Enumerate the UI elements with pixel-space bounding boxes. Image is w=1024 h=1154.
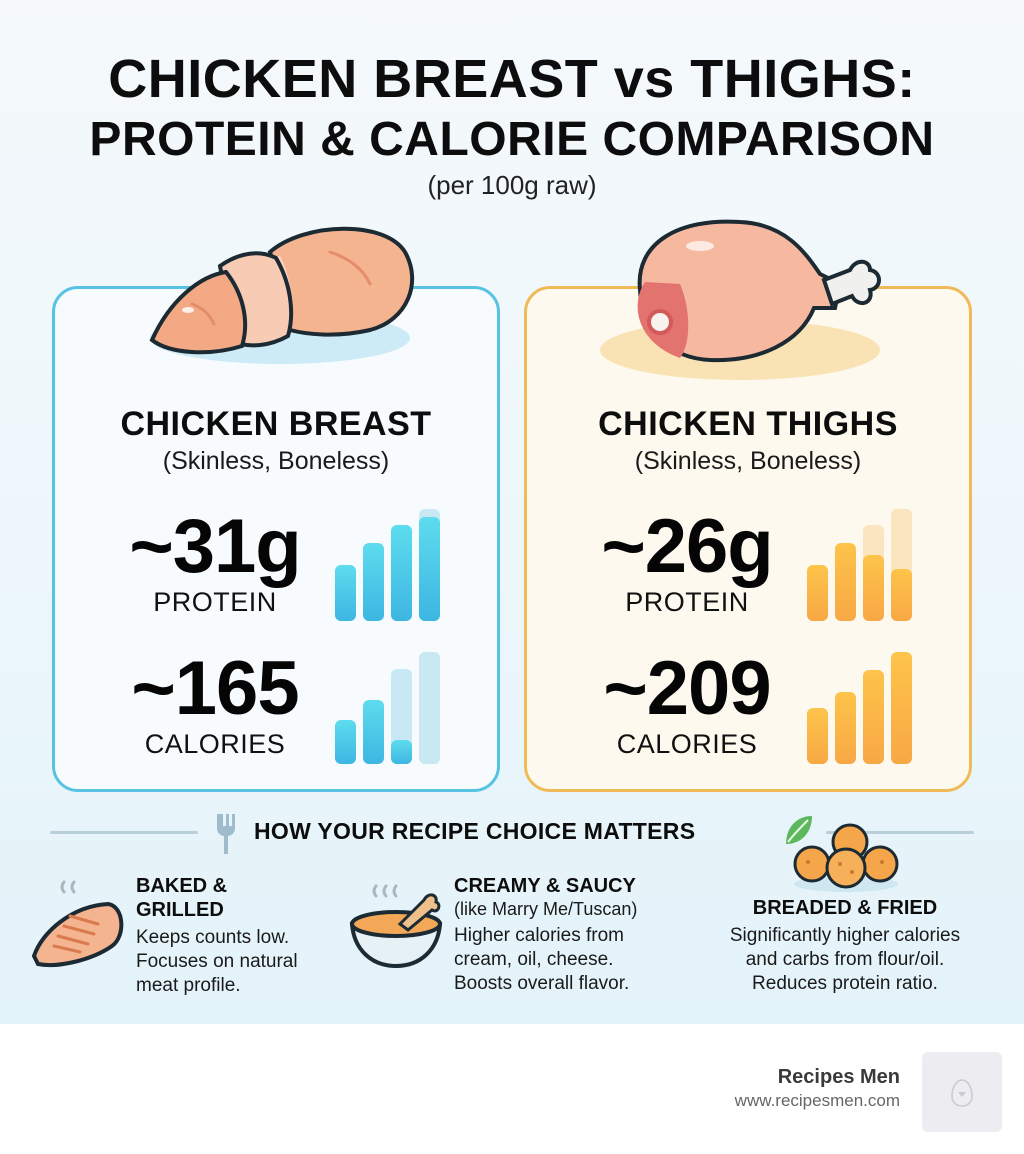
desc-line: meat profile. [136, 975, 241, 996]
bar [891, 652, 912, 764]
calories-stat: ~165 CALORIES [95, 646, 335, 760]
card-title: CHICKEN THIGHS [598, 405, 898, 443]
bar [863, 670, 884, 764]
bar [335, 565, 356, 621]
desc-line: Boosts overall flavor. [454, 973, 630, 994]
method-title: BREADED & FRIED [752, 897, 938, 919]
protein-bar-chart [807, 501, 917, 621]
chicken-drumstick-icon [600, 219, 881, 380]
bar [835, 692, 856, 764]
bar [419, 517, 440, 621]
infographic: CHICKEN BREAST vs THIGHS: PROTEIN & CALO… [0, 0, 1024, 1024]
brand-logo [922, 1052, 1002, 1132]
bar [807, 708, 828, 764]
protein-bar-chart [335, 501, 445, 621]
protein-stat: ~31g PROTEIN [95, 504, 335, 618]
footer [0, 1024, 1024, 1154]
protein-label: PROTEIN [625, 587, 749, 617]
method-description: Higher calories from cream, oil, cheese.… [454, 924, 694, 996]
page-title-line1: CHICKEN BREAST vs THIGHS: [108, 49, 916, 109]
method-description: Significantly higher calories and carbs … [700, 924, 990, 996]
bar [335, 720, 356, 764]
protein-value: ~31g [129, 504, 301, 589]
bar [863, 555, 884, 621]
card-title: CHICKEN BREAST [120, 405, 432, 443]
protein-value: ~26g [601, 504, 773, 589]
method-description: Keeps counts low. Focuses on natural mea… [136, 926, 336, 998]
grilled-chicken-icon [31, 880, 124, 967]
brand-url[interactable]: www.recipesmen.com [734, 1091, 900, 1110]
calories-bar-chart [335, 644, 445, 764]
bar [391, 740, 412, 764]
calories-value: ~209 [603, 646, 771, 731]
calories-bar-chart [807, 644, 917, 764]
desc-line: Significantly higher calories [729, 925, 961, 946]
brand-name: Recipes Men [777, 1066, 900, 1088]
protein-stat: ~26g PROTEIN [567, 504, 807, 618]
bar [363, 543, 384, 621]
method-title: BAKED & [136, 875, 228, 897]
method-title: GRILLED [136, 899, 224, 921]
desc-line: Higher calories from [454, 925, 624, 946]
fried-nuggets-icon [793, 823, 899, 892]
page-title-line2: PROTEIN & CALORIE COMPARISON [89, 113, 935, 166]
desc-line: Reduces protein ratio. [752, 973, 938, 994]
chicken-breast-card: CHICKEN BREAST (Skinless, Boneless) ~31g… [52, 286, 500, 792]
method-title: CREAMY & SAUCY [454, 875, 636, 897]
section-title: HOW YOUR RECIPE CHOICE MATTERS [254, 818, 696, 844]
bar [391, 525, 412, 621]
bar-ghost [419, 652, 440, 764]
bar [807, 565, 828, 621]
method-baked-grilled: BAKED & GRILLED Keeps counts low. Focuse… [136, 874, 336, 998]
bar [363, 700, 384, 764]
desc-line: and carbs from flour/oil. [745, 949, 945, 970]
sliced-chicken-breast-icon [149, 226, 415, 364]
calories-label: CALORIES [144, 729, 286, 759]
desc-line: cream, oil, cheese. [454, 949, 614, 970]
calories-label: CALORIES [616, 729, 758, 759]
desc-line: Focuses on natural [136, 951, 298, 972]
card-subtitle: (Skinless, Boneless) [634, 447, 862, 475]
bar [891, 569, 912, 621]
method-breaded-fried: BREADED & FRIED Significantly higher cal… [700, 896, 990, 996]
protein-label: PROTEIN [153, 587, 277, 617]
page-subtitle: (per 100g raw) [427, 170, 597, 200]
method-note: (like Marry Me/Tuscan) [454, 899, 638, 919]
card-subtitle: (Skinless, Boneless) [162, 447, 390, 475]
desc-line: Keeps counts low. [136, 927, 290, 948]
calories-stat: ~209 CALORIES [567, 646, 807, 760]
divider-left [50, 831, 198, 834]
divider-right [826, 831, 974, 834]
logo-icon [951, 1079, 973, 1107]
leaf-icon [786, 816, 812, 844]
method-creamy-saucy: CREAMY & SAUCY (like Marry Me/Tuscan) Hi… [454, 874, 694, 996]
fork-icon [217, 814, 235, 854]
calories-value: ~165 [131, 646, 299, 731]
bar [835, 543, 856, 621]
creamy-bowl-icon [349, 884, 443, 969]
